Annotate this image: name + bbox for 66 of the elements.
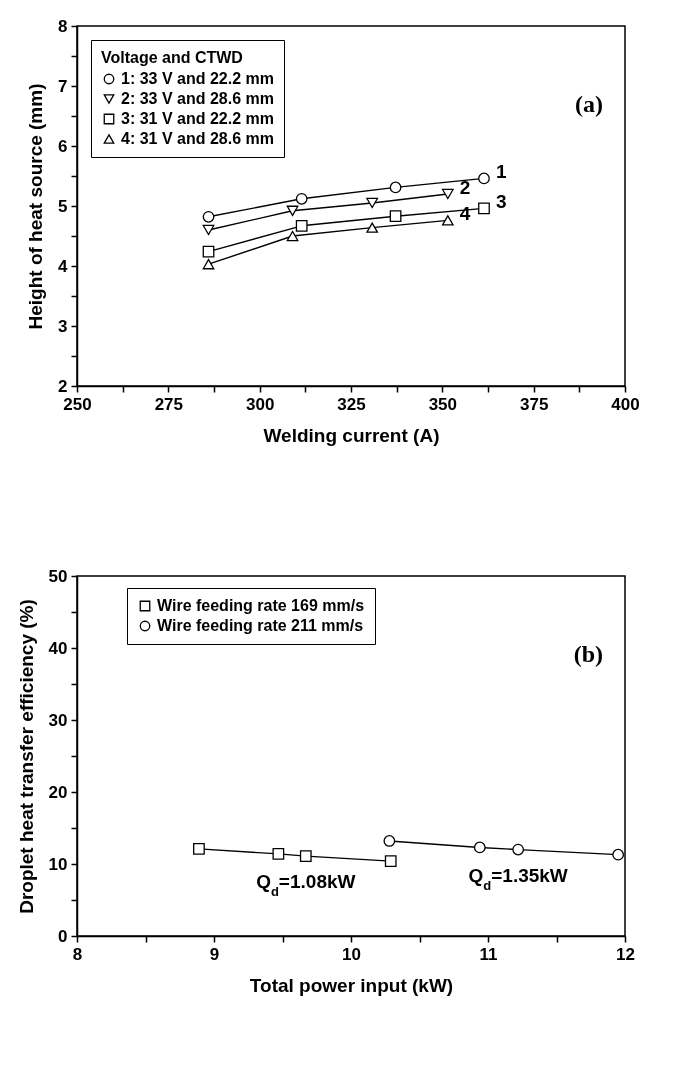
point <box>366 197 379 209</box>
annotation: (a) <box>575 91 603 118</box>
point <box>299 850 312 862</box>
x-tick-label: 275 <box>154 394 184 414</box>
x-tick-label: 300 <box>245 394 275 414</box>
point <box>202 210 215 223</box>
x-tick-label: 12 <box>616 944 635 964</box>
annotation: 2 <box>459 177 471 198</box>
point <box>193 842 205 855</box>
point <box>295 192 308 205</box>
y-tick-label: 20 <box>48 782 68 802</box>
legend-label: 3: 31 V and 22.2 mm <box>121 110 274 127</box>
y-tick-label: 6 <box>58 136 68 156</box>
x-tick-label: 250 <box>63 394 92 414</box>
y-tick-label: 10 <box>48 854 68 874</box>
legend-label: 4: 31 V and 28.6 mm <box>121 130 274 147</box>
legend-label: Wire feeding rate 169 mm/s <box>157 597 365 614</box>
annotation: Q$_{d}$=1.35kW <box>468 864 568 893</box>
point <box>384 855 397 868</box>
y-tick-label: 7 <box>58 76 68 96</box>
legend-label: 1: 33 V and 22.2 mm <box>121 70 274 87</box>
x-tick-label: 375 <box>519 394 549 414</box>
point <box>295 219 308 232</box>
x-tick-label: 325 <box>337 394 366 414</box>
annotation: (b) <box>573 641 603 668</box>
y-tick-label: 50 <box>48 566 68 586</box>
x-axis-title: Total power input (kW) <box>249 974 454 996</box>
point <box>286 205 299 216</box>
annotation: 3 <box>495 191 507 213</box>
point <box>383 835 396 847</box>
y-axis-title: Height of heat source (mm) <box>25 83 47 330</box>
y-tick-label: 40 <box>48 638 68 658</box>
point <box>202 224 215 236</box>
point <box>202 259 215 270</box>
point <box>389 210 402 223</box>
point <box>441 188 454 200</box>
y-tick-label: 5 <box>58 196 68 216</box>
x-tick-label: 10 <box>342 944 361 964</box>
x-axis-title: Welding current (A) <box>263 424 440 446</box>
y-tick-label: 30 <box>48 710 68 730</box>
x-tick-label: 350 <box>428 394 458 414</box>
point <box>366 222 379 233</box>
y-axis-title: Droplet heat transfer efficiency (%) <box>15 599 37 914</box>
point <box>478 172 490 185</box>
legend-label: Wire feeding rate 211 mm/s <box>157 617 364 634</box>
y-tick-label: 3 <box>58 316 68 336</box>
y-tick-label: 2 <box>58 376 68 396</box>
x-tick-label: 8 <box>72 944 83 964</box>
point <box>441 215 454 226</box>
point <box>612 848 625 861</box>
point <box>272 848 285 860</box>
legend-title: Voltage and CTWD <box>101 49 243 66</box>
x-tick-label: 9 <box>209 944 220 964</box>
point <box>512 843 525 856</box>
point <box>286 230 299 242</box>
point <box>478 202 490 215</box>
x-tick-label: 400 <box>611 394 640 414</box>
y-tick-label: 4 <box>58 256 69 276</box>
point <box>389 181 402 194</box>
annotation: 1 <box>495 161 507 183</box>
y-tick-label: 0 <box>58 926 68 946</box>
y-tick-label: 8 <box>58 16 68 36</box>
annotation: Q$_{d}$=1.08kW <box>256 871 356 899</box>
x-tick-label: 11 <box>479 944 498 964</box>
legend-label: 2: 33 V and 28.6 mm <box>121 90 274 107</box>
point <box>473 841 486 854</box>
